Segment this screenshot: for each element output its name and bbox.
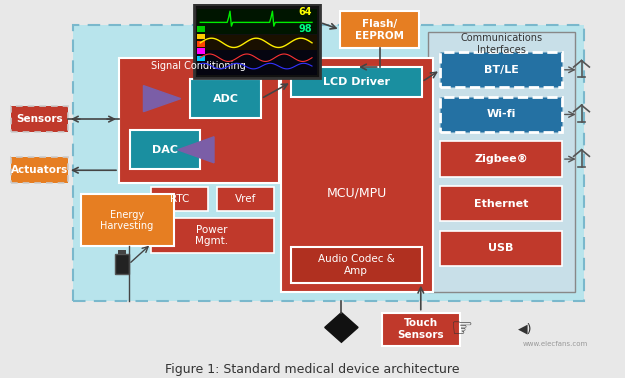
Text: LCD Driver: LCD Driver xyxy=(322,77,389,87)
Text: Communications
Interfaces: Communications Interfaces xyxy=(460,33,542,54)
Text: Zigbee®: Zigbee® xyxy=(474,154,528,164)
Text: DAC: DAC xyxy=(152,145,178,155)
Text: Signal Conditioning: Signal Conditioning xyxy=(151,61,246,71)
Polygon shape xyxy=(144,86,181,112)
Text: Touch
Sensors: Touch Sensors xyxy=(398,319,444,340)
Text: BT/LE: BT/LE xyxy=(484,65,519,75)
FancyBboxPatch shape xyxy=(81,194,174,246)
Text: ADC: ADC xyxy=(213,94,239,104)
Text: Wi-fi: Wi-fi xyxy=(486,110,516,119)
Text: Ethernet: Ethernet xyxy=(474,199,528,209)
Text: Actuators: Actuators xyxy=(11,165,68,175)
Text: USB: USB xyxy=(489,243,514,253)
FancyBboxPatch shape xyxy=(382,313,460,346)
Text: ☞: ☞ xyxy=(451,317,473,341)
Text: Sensors: Sensors xyxy=(16,114,63,124)
FancyBboxPatch shape xyxy=(198,26,205,32)
FancyBboxPatch shape xyxy=(118,250,126,254)
FancyBboxPatch shape xyxy=(119,58,279,183)
FancyBboxPatch shape xyxy=(11,157,68,183)
FancyBboxPatch shape xyxy=(441,97,562,132)
FancyBboxPatch shape xyxy=(73,25,584,301)
FancyBboxPatch shape xyxy=(198,41,205,46)
Text: RTC: RTC xyxy=(170,194,189,204)
FancyBboxPatch shape xyxy=(441,141,562,177)
FancyBboxPatch shape xyxy=(151,218,274,253)
FancyBboxPatch shape xyxy=(281,58,432,292)
FancyBboxPatch shape xyxy=(115,254,129,274)
FancyBboxPatch shape xyxy=(198,36,317,50)
Text: Power
Mgmt.: Power Mgmt. xyxy=(196,225,229,246)
FancyBboxPatch shape xyxy=(291,248,422,283)
Text: 98: 98 xyxy=(298,24,312,34)
Text: Audio Codec &
Amp: Audio Codec & Amp xyxy=(318,254,394,276)
Polygon shape xyxy=(177,137,214,163)
Text: www.elecfans.com: www.elecfans.com xyxy=(522,341,588,347)
FancyBboxPatch shape xyxy=(441,52,562,87)
FancyBboxPatch shape xyxy=(341,11,419,48)
FancyBboxPatch shape xyxy=(191,79,261,118)
FancyBboxPatch shape xyxy=(198,48,205,54)
Text: MCU/MPU: MCU/MPU xyxy=(326,186,387,199)
Text: Flash/
EEPROM: Flash/ EEPROM xyxy=(355,19,404,40)
FancyBboxPatch shape xyxy=(441,231,562,266)
Text: Vref: Vref xyxy=(234,194,256,204)
FancyBboxPatch shape xyxy=(441,186,562,222)
FancyBboxPatch shape xyxy=(428,32,574,292)
Text: 64: 64 xyxy=(298,7,312,17)
FancyBboxPatch shape xyxy=(6,4,619,355)
FancyBboxPatch shape xyxy=(217,187,274,211)
FancyBboxPatch shape xyxy=(151,187,208,211)
FancyBboxPatch shape xyxy=(291,67,422,97)
FancyBboxPatch shape xyxy=(198,34,205,39)
FancyBboxPatch shape xyxy=(130,130,200,169)
Text: ◀): ◀) xyxy=(518,323,533,336)
Polygon shape xyxy=(325,313,358,342)
FancyBboxPatch shape xyxy=(194,4,320,78)
Text: Figure 1: Standard medical device architecture: Figure 1: Standard medical device archit… xyxy=(165,363,459,376)
FancyBboxPatch shape xyxy=(11,106,68,132)
FancyBboxPatch shape xyxy=(198,9,317,34)
Text: Energy
Harvesting: Energy Harvesting xyxy=(100,210,153,231)
FancyBboxPatch shape xyxy=(198,36,317,75)
FancyBboxPatch shape xyxy=(198,56,205,62)
